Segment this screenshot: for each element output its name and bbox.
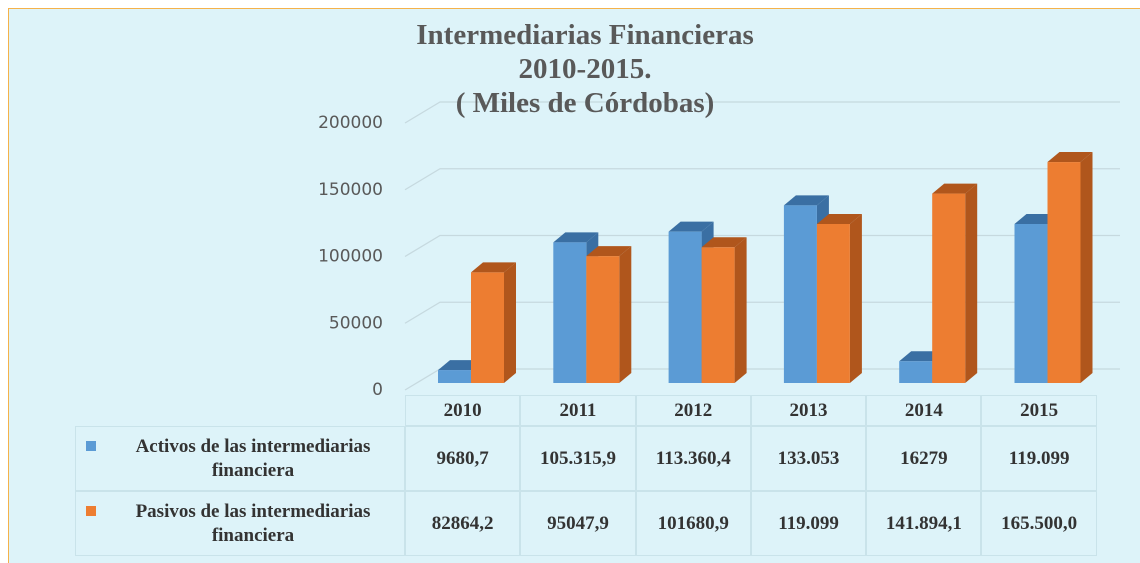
y-tick-label: 100000: [318, 247, 383, 267]
legend-swatch: [86, 441, 96, 451]
data-label: 101680,9: [635, 491, 751, 556]
chart-title: 2010-2015.: [519, 53, 652, 85]
bar: [816, 224, 850, 383]
bar-side: [734, 237, 747, 383]
data-label: 119.099: [981, 426, 1097, 491]
bar: [553, 242, 587, 383]
data-label: 133.053: [750, 426, 867, 491]
legend-entry: Activos de las intermediarias financiera: [75, 426, 405, 491]
bar-top: [668, 221, 714, 232]
bar: [899, 361, 933, 383]
bar-side: [1080, 152, 1093, 383]
legend-label: Activos de las intermediarias financiera: [135, 435, 371, 481]
chart-title: Intermediarias Financieras: [416, 19, 753, 51]
data-label: 119.099: [750, 491, 867, 556]
data-label: 82864,2: [405, 491, 521, 556]
bar: [438, 370, 471, 383]
data-label: 16279: [866, 426, 982, 491]
bar-top: [783, 195, 829, 206]
bar-top: [932, 183, 978, 194]
data-label: 113.360,4: [635, 426, 751, 491]
bar-top: [701, 237, 747, 248]
category-label: 2013: [750, 395, 867, 426]
bar-top: [1047, 152, 1093, 163]
bar: [783, 205, 817, 383]
chart-title: ( Miles de Córdobas): [456, 87, 715, 119]
bar: [932, 193, 966, 383]
grid-line: [404, 234, 1120, 258]
bar-side: [965, 183, 978, 383]
bar: [471, 272, 504, 383]
y-tick-label: 150000: [318, 180, 383, 200]
data-table: 2010 2011 2012 2013 2014 2015 Activos de las i…: [75, 395, 1097, 556]
y-tick-label: 50000: [329, 313, 383, 333]
category-label: 2011: [520, 395, 636, 426]
grid-line: [404, 101, 1120, 124]
bar-side: [849, 214, 862, 383]
bar-side: [504, 262, 516, 383]
grid-line: [404, 168, 1120, 191]
category-label: 2012: [635, 395, 751, 426]
y-tick-label: 200000: [318, 113, 383, 133]
bar: [668, 231, 702, 383]
legend-swatch: [86, 506, 96, 516]
bar: [701, 247, 735, 383]
category-label: 2015: [981, 395, 1097, 426]
data-label: 105.315,9: [520, 426, 636, 491]
data-label: 165.500,0: [981, 491, 1097, 556]
data-label: 95047,9: [520, 491, 636, 556]
grid-line: [404, 301, 1120, 324]
legend-entry: Pasivos de las intermediarias financiera: [75, 491, 405, 556]
bar: [1047, 162, 1081, 383]
bar-top: [553, 232, 599, 243]
data-label: 141.894,1: [866, 491, 982, 556]
bar-top: [816, 214, 862, 225]
bar-top: [586, 246, 632, 257]
bar: [1014, 224, 1048, 383]
bar-side: [619, 246, 632, 383]
category-label: 2014: [866, 395, 982, 426]
bar-top: [471, 262, 516, 273]
y-tick-label: 0: [372, 380, 383, 400]
category-label: 2010: [405, 395, 521, 426]
bar: [586, 256, 620, 383]
data-label: 9680,7: [405, 426, 521, 491]
legend-label: Pasivos de las intermediarias financiera: [135, 500, 371, 546]
